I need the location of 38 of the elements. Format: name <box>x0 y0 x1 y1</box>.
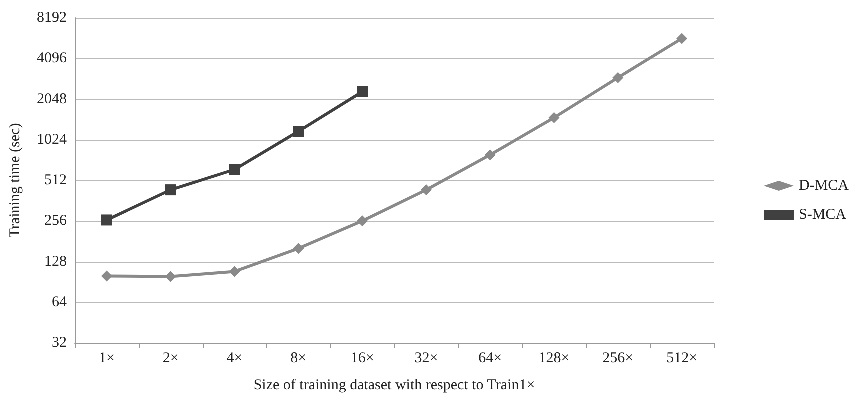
y-tick-label: 512 <box>44 172 67 188</box>
point <box>357 216 368 227</box>
legend-label: D-MCA <box>799 178 850 194</box>
legend-label: S-MCA <box>799 207 847 223</box>
y-tick-label: 4096 <box>37 50 68 67</box>
y-axis-title: Training time (sec) <box>8 123 24 238</box>
x-tick-label: 512× <box>666 350 698 366</box>
x-tick-label: 8× <box>290 350 307 366</box>
point <box>101 214 112 226</box>
x-tick-label: 256× <box>602 350 634 366</box>
point <box>357 86 368 98</box>
y-tick-label: 2048 <box>37 91 67 108</box>
point <box>293 126 304 138</box>
point <box>229 164 240 176</box>
x-tick-label: 128× <box>538 350 570 366</box>
point <box>612 72 624 84</box>
point <box>484 150 496 161</box>
point <box>548 112 560 124</box>
y-tick-label: 1024 <box>37 132 68 148</box>
y-tick-label: 256 <box>44 213 68 230</box>
point <box>420 184 432 196</box>
point <box>101 270 112 282</box>
point <box>165 271 176 282</box>
y-tick-label: 128 <box>44 254 67 270</box>
point <box>165 184 176 196</box>
x-tick-label: 2× <box>162 350 179 366</box>
x-tick-label: 32× <box>414 350 438 366</box>
y-tick-label: 64 <box>52 294 68 310</box>
x-tick-label: 16× <box>350 350 374 366</box>
x-axis-title: Size of training dataset with respect to Train1× <box>254 378 536 394</box>
point <box>229 266 240 278</box>
point <box>676 33 688 44</box>
x-tick-label: 4× <box>226 350 243 366</box>
x-tick-label: 64× <box>478 350 502 366</box>
point <box>293 243 304 254</box>
y-tick-label: 8192 <box>37 10 67 26</box>
y-tick-label: 32 <box>52 335 67 351</box>
x-tick-label: 1× <box>98 350 115 366</box>
